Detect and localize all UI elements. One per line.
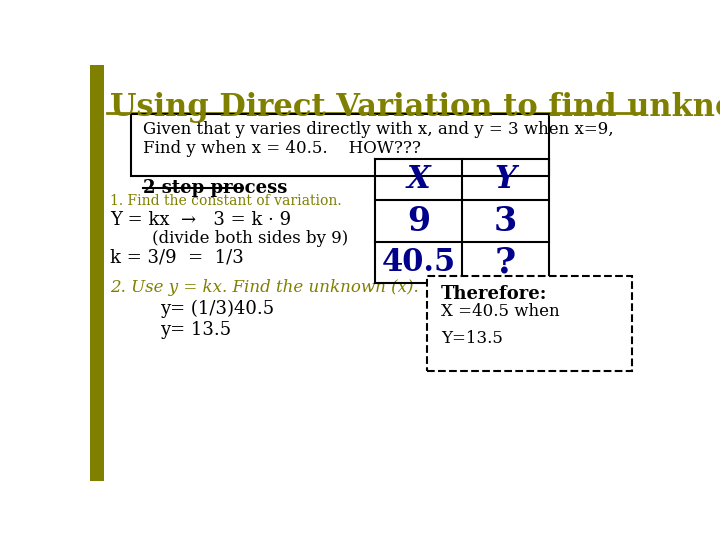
Text: Y = kx  →   3 = k · 9: Y = kx → 3 = k · 9 (110, 211, 292, 229)
Text: Find y when x = 40.5.    HOW???: Find y when x = 40.5. HOW??? (143, 140, 420, 157)
FancyBboxPatch shape (131, 114, 549, 176)
Text: y= 13.5: y= 13.5 (160, 321, 231, 339)
Text: X =40.5 when
Y=13.5: X =40.5 when Y=13.5 (441, 303, 559, 347)
Text: Given that y varies directly with x, and y = 3 when x=9,: Given that y varies directly with x, and… (143, 121, 613, 138)
Text: 40.5: 40.5 (382, 247, 456, 278)
Text: ?: ? (495, 246, 516, 280)
Text: 2 step process: 2 step process (143, 179, 287, 197)
Text: 9: 9 (407, 205, 430, 238)
Bar (90, 65, 104, 481)
Text: 2. Use y = kx. Find the unknown (x).: 2. Use y = kx. Find the unknown (x). (110, 279, 419, 296)
Text: X: X (407, 164, 431, 195)
Text: k = 3/9  =  1/3: k = 3/9 = 1/3 (110, 248, 244, 266)
FancyBboxPatch shape (427, 276, 631, 372)
Text: Using Direct Variation to find unknowns (y = kx): Using Direct Variation to find unknowns … (110, 92, 720, 123)
Text: 1. Find the constant of variation.: 1. Find the constant of variation. (110, 194, 342, 208)
Text: (divide both sides by 9): (divide both sides by 9) (152, 230, 348, 247)
Text: 3: 3 (494, 205, 517, 238)
Text: Y: Y (495, 164, 516, 195)
Text: Therefore:: Therefore: (441, 285, 547, 303)
Text: y= (1/3)40.5: y= (1/3)40.5 (160, 300, 274, 318)
